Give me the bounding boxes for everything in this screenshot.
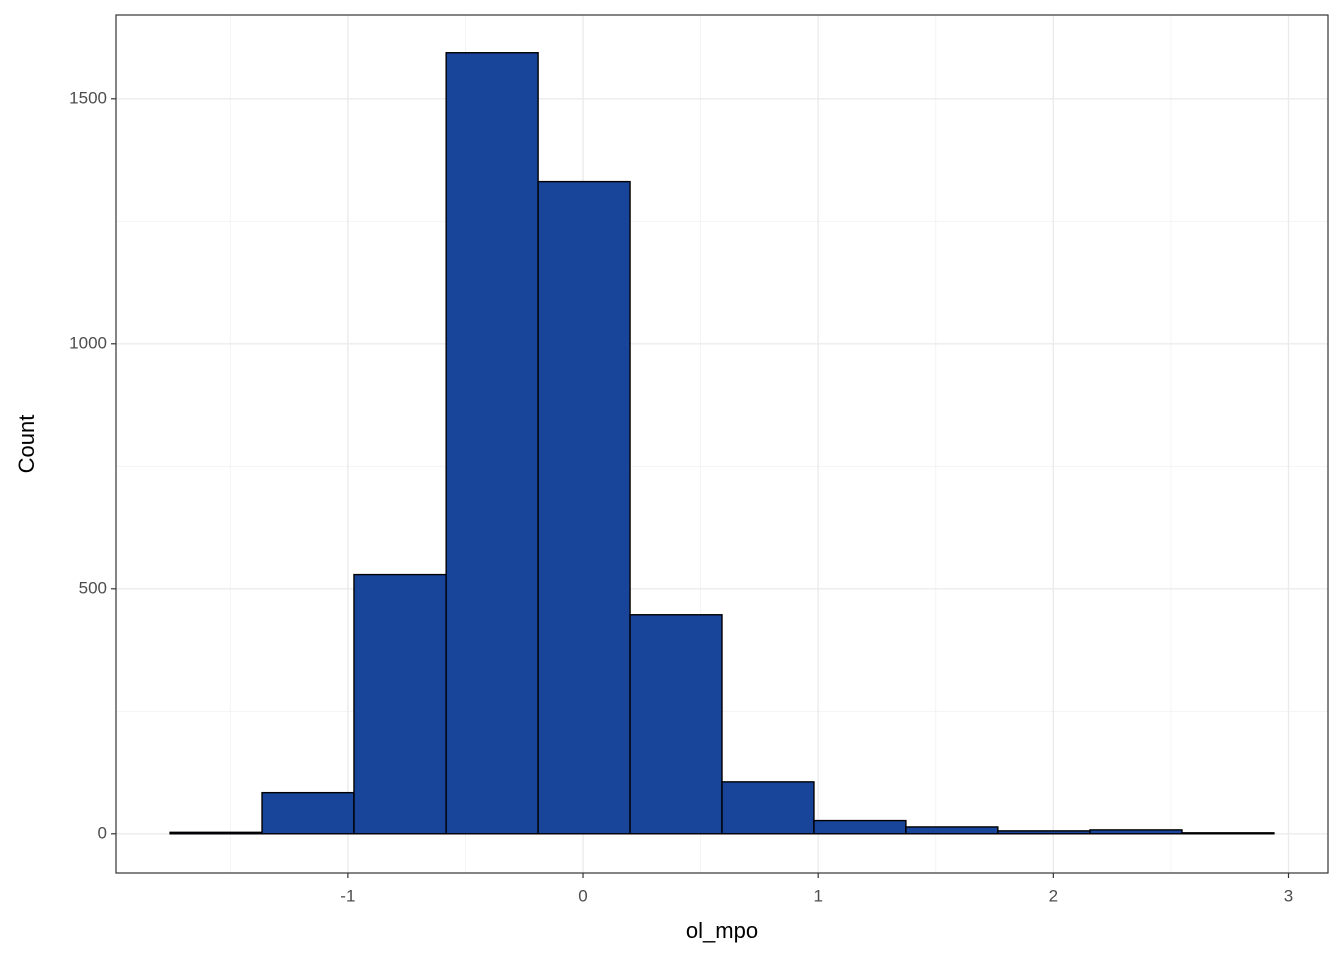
bar xyxy=(445,52,539,835)
x-tick-label: 2 xyxy=(1049,886,1058,905)
bar xyxy=(169,831,263,835)
y-tick-label: 1500 xyxy=(69,88,107,107)
x-axis-title: ol_mpo xyxy=(686,918,758,943)
bar xyxy=(1181,832,1275,835)
y-tick-label: 1000 xyxy=(69,333,107,352)
bar xyxy=(629,614,723,835)
bar xyxy=(353,573,447,835)
bar xyxy=(997,830,1091,835)
y-tick-label: 0 xyxy=(98,823,107,842)
y-tick-label: 500 xyxy=(79,578,107,597)
x-tick-label: -1 xyxy=(340,886,355,905)
bar xyxy=(721,781,815,835)
bar xyxy=(537,180,631,835)
panel-border xyxy=(115,14,1329,874)
y-axis-title: Count xyxy=(14,415,39,474)
x-tick-label: 3 xyxy=(1284,886,1293,905)
bar xyxy=(813,819,907,835)
x-tick-label: 1 xyxy=(813,886,822,905)
bar xyxy=(261,791,355,835)
bar xyxy=(905,826,999,835)
bar xyxy=(1089,829,1183,835)
x-tick-label: 0 xyxy=(578,886,587,905)
